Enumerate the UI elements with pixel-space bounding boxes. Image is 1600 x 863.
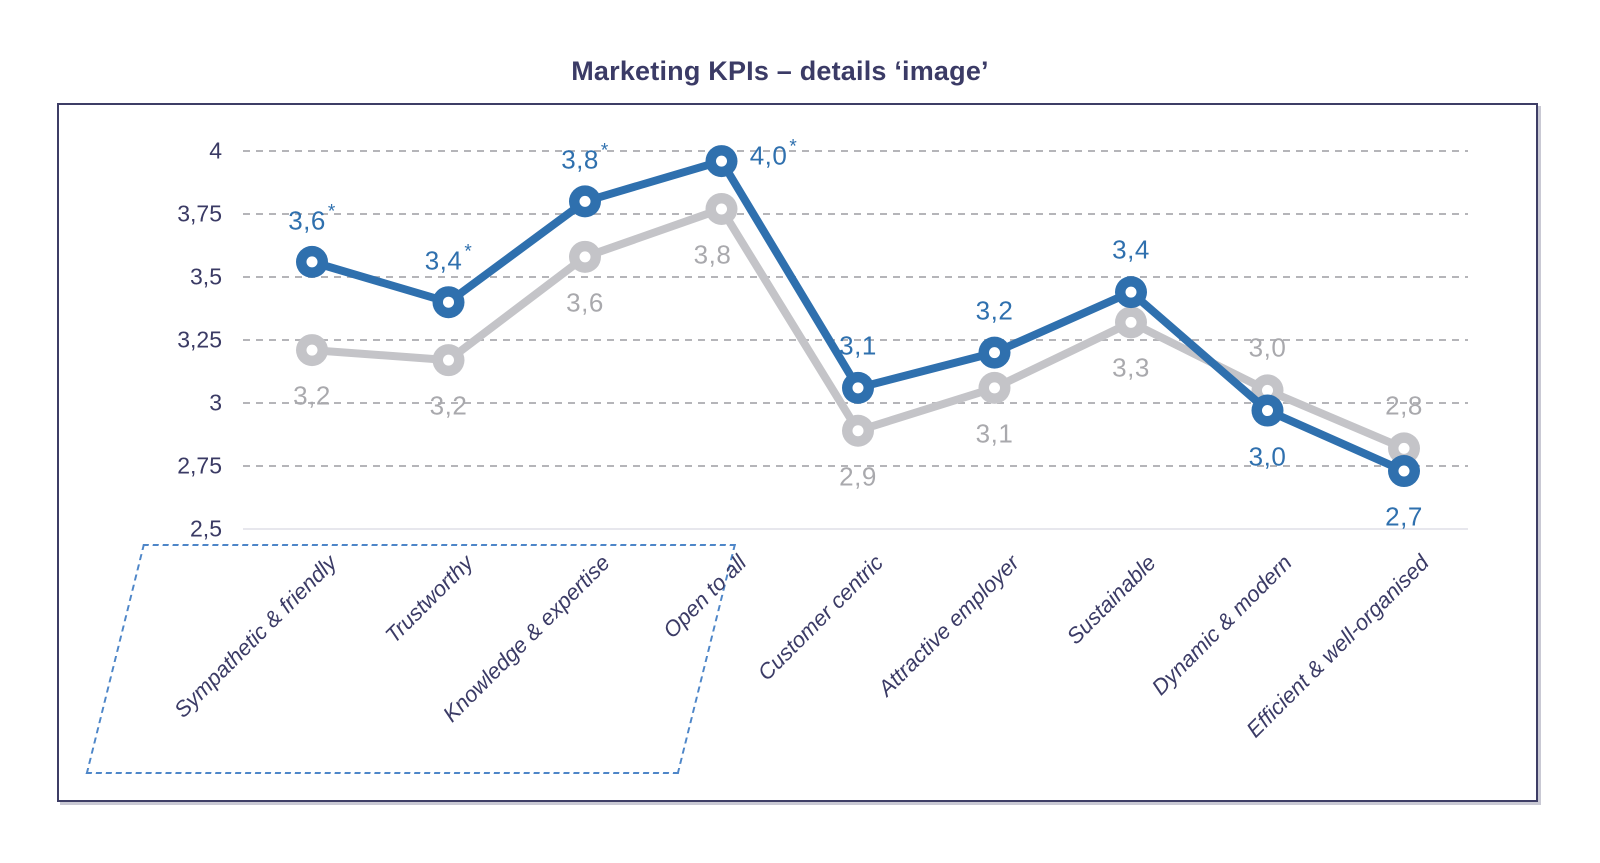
blue-data-label: 3,4 * [424,241,473,276]
gray-data-label: 3,0 [1248,332,1287,363]
y-tick-label: 2,75 [177,452,222,479]
gray-series-marker-hole [852,425,864,437]
blue-series-marker-hole [989,347,1000,359]
gray-data-label: 3,2 [293,380,331,411]
blue-data-label: 3,8 * [561,141,609,175]
y-tick-label: 3 [209,389,222,416]
blue-series-marker-hole [579,195,591,207]
y-tick-label: 2,5 [190,515,222,542]
gray-data-label: 3,2 [429,390,468,421]
blue-data-label: 3,4 [1112,234,1150,265]
gray-series-marker-hole [1262,384,1273,396]
gray-series-marker-hole [1125,316,1137,328]
highlight-box [85,544,737,774]
gray-series-marker-hole [443,354,454,366]
chart-frame [57,103,1538,802]
blue-series-marker-hole [716,155,727,167]
blue-series-marker-hole [1262,405,1273,417]
blue-series-marker-hole [306,256,318,268]
gray-data-label: 3,8 [693,239,732,270]
gray-data-label: 2,8 [1385,390,1423,421]
chart-title: Marketing KPIs – details ‘image’ [571,56,989,86]
gray-series-marker-hole [716,203,727,215]
gray-series-marker-hole [989,382,1000,394]
gray-data-label: 3,1 [975,418,1014,449]
blue-series-marker-hole [1125,286,1137,298]
gray-series-marker-hole [1398,442,1410,454]
gray-data-label: 3,3 [1112,352,1150,383]
blue-data-label: 3,6 * [288,201,336,236]
y-tick-label: 3,5 [190,263,222,290]
blue-data-label: 3,2 [975,295,1014,326]
blue-data-label: 3,1 [839,330,877,361]
blue-series-marker-hole [1398,465,1410,477]
gray-series-marker-hole [579,251,591,263]
gray-series-marker-hole [306,344,318,356]
y-tick-label: 3,25 [177,326,222,353]
blue-data-label: 2,7 [1385,501,1423,532]
gray-series-line [308,204,1408,453]
blue-data-label: 3,0 [1248,441,1287,472]
blue-series-marker-hole [443,296,454,308]
y-tick-label: 3,75 [177,200,222,227]
blue-data-label: 4,0 * [749,136,798,171]
gray-data-label: 2,9 [839,461,877,492]
blue-series-marker-hole [852,382,864,394]
y-tick-label: 4 [209,137,222,164]
gray-data-label: 3,6 [566,287,604,318]
